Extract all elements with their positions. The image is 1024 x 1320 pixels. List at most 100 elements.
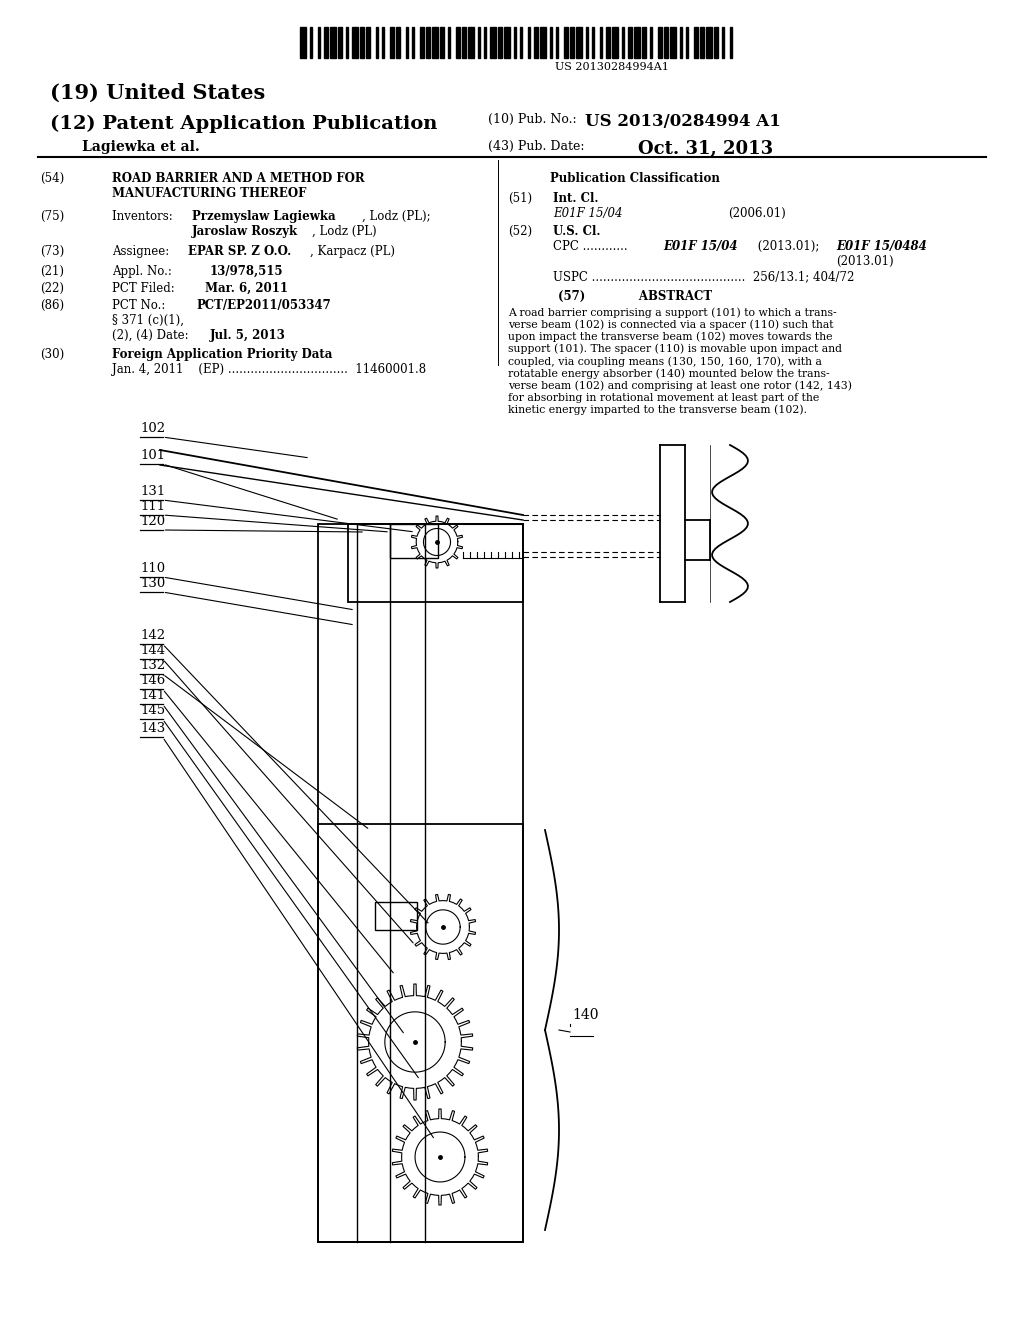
Text: PCT/EP2011/053347: PCT/EP2011/053347	[196, 300, 331, 312]
Text: 141: 141	[140, 689, 165, 702]
Bar	[700, 26, 705, 58]
Bar	[390, 26, 394, 58]
Text: Mar. 6, 2011: Mar. 6, 2011	[205, 282, 288, 294]
Text: , Lodz (PL): , Lodz (PL)	[312, 224, 377, 238]
Bar	[390, 524, 438, 558]
Bar	[680, 26, 682, 58]
Text: Assignee:: Assignee:	[112, 246, 177, 257]
Text: (43) Pub. Date:: (43) Pub. Date:	[488, 140, 585, 153]
Text: (52): (52)	[508, 224, 532, 238]
Bar	[628, 26, 632, 58]
Bar	[592, 26, 594, 58]
Text: (21): (21)	[40, 265, 63, 279]
Bar	[324, 26, 328, 58]
Text: (2013.01): (2013.01)	[836, 255, 894, 268]
Bar	[462, 26, 466, 58]
Text: MANUFACTURING THEREOF: MANUFACTURING THEREOF	[112, 187, 306, 201]
Text: (2013.01);: (2013.01);	[754, 240, 823, 253]
Bar	[658, 26, 662, 58]
Text: Appl. No.:: Appl. No.:	[112, 265, 190, 279]
Bar	[300, 26, 306, 58]
Bar	[310, 26, 312, 58]
Text: U.S. Cl.: U.S. Cl.	[553, 224, 600, 238]
Bar	[330, 26, 336, 58]
Bar	[686, 26, 688, 58]
Bar	[449, 26, 450, 58]
Text: (2), (4) Date:: (2), (4) Date:	[112, 329, 188, 342]
Text: 146: 146	[140, 675, 165, 686]
Text: 13/978,515: 13/978,515	[210, 265, 284, 279]
Text: 142: 142	[140, 630, 165, 642]
Text: (51): (51)	[508, 191, 532, 205]
Bar	[375, 902, 417, 931]
Text: 145: 145	[140, 704, 165, 717]
Bar	[514, 26, 516, 58]
Bar	[346, 26, 348, 58]
Text: PCT Filed:: PCT Filed:	[112, 282, 194, 294]
Bar	[528, 26, 530, 58]
Text: (73): (73)	[40, 246, 65, 257]
Bar	[490, 26, 496, 58]
Text: USPC .........................................  256/13.1; 404/72: USPC ...................................…	[553, 271, 854, 282]
Bar	[534, 26, 538, 58]
Text: Jul. 5, 2013: Jul. 5, 2013	[210, 329, 286, 342]
Bar	[318, 524, 523, 1242]
Text: 111: 111	[140, 500, 165, 513]
Bar	[650, 26, 652, 58]
Bar	[564, 26, 568, 58]
Bar	[406, 26, 408, 58]
Text: (86): (86)	[40, 300, 65, 312]
Text: 140: 140	[572, 1008, 598, 1022]
Bar	[520, 26, 522, 58]
Bar	[670, 26, 676, 58]
Bar	[706, 26, 712, 58]
Text: , Lodz (PL);: , Lodz (PL);	[362, 210, 431, 223]
Text: Oct. 31, 2013: Oct. 31, 2013	[638, 140, 773, 158]
Text: PCT No.:: PCT No.:	[112, 300, 184, 312]
Text: EPAR SP. Z O.O.: EPAR SP. Z O.O.	[188, 246, 291, 257]
Text: (22): (22)	[40, 282, 63, 294]
Bar	[694, 26, 698, 58]
Bar	[366, 26, 370, 58]
Bar	[575, 26, 582, 58]
Text: E01F 15/04: E01F 15/04	[553, 207, 623, 220]
Text: 102: 102	[140, 422, 165, 436]
Text: E01F 15/04: E01F 15/04	[663, 240, 737, 253]
Bar	[570, 26, 574, 58]
Bar	[318, 824, 523, 1242]
Bar	[382, 26, 384, 58]
Bar	[338, 26, 342, 58]
Bar	[412, 26, 414, 58]
Text: , Karpacz (PL): , Karpacz (PL)	[310, 246, 395, 257]
Text: 130: 130	[140, 577, 165, 590]
Bar	[722, 26, 724, 58]
Text: E01F 15/0484: E01F 15/0484	[836, 240, 927, 253]
Text: Jan. 4, 2011    (EP) ................................  11460001.8: Jan. 4, 2011 (EP) ......................…	[112, 363, 426, 376]
Text: ROAD BARRIER AND A METHOD FOR: ROAD BARRIER AND A METHOD FOR	[112, 172, 365, 185]
Bar	[664, 26, 668, 58]
Text: (2006.01): (2006.01)	[728, 207, 785, 220]
Text: (10) Pub. No.:: (10) Pub. No.:	[488, 114, 577, 125]
Text: 131: 131	[140, 484, 165, 498]
Bar	[586, 26, 588, 58]
Text: CPC ............: CPC ............	[553, 240, 635, 253]
Text: Publication Classification: Publication Classification	[550, 172, 720, 185]
Text: Jaroslaw Roszyk: Jaroslaw Roszyk	[193, 224, 298, 238]
Text: § 371 (c)(1),: § 371 (c)(1),	[112, 314, 184, 327]
Bar	[634, 26, 640, 58]
Text: Inventors:: Inventors:	[112, 210, 180, 223]
Bar	[642, 26, 646, 58]
Text: (12) Patent Application Publication: (12) Patent Application Publication	[50, 115, 437, 133]
Text: Przemyslaw Lagiewka: Przemyslaw Lagiewka	[193, 210, 336, 223]
Bar	[730, 26, 732, 58]
Bar	[426, 26, 430, 58]
Text: US 20130284994A1: US 20130284994A1	[555, 62, 669, 73]
Text: (54): (54)	[40, 172, 65, 185]
Text: Foreign Application Priority Data: Foreign Application Priority Data	[112, 348, 333, 360]
Bar	[606, 26, 610, 58]
Bar	[556, 26, 558, 58]
Text: 143: 143	[140, 722, 165, 735]
Text: A road barrier comprising a support (101) to which a trans-
verse beam (102) is : A road barrier comprising a support (101…	[508, 308, 852, 414]
Bar	[714, 26, 718, 58]
Bar	[348, 524, 523, 602]
